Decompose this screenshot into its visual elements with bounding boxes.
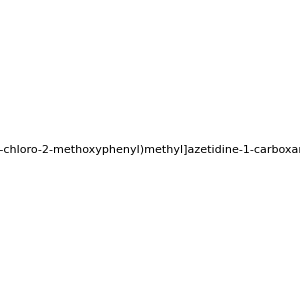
Text: N-[(4-chloro-2-methoxyphenyl)methyl]azetidine-1-carboxamide: N-[(4-chloro-2-methoxyphenyl)methyl]azet… bbox=[0, 145, 300, 155]
